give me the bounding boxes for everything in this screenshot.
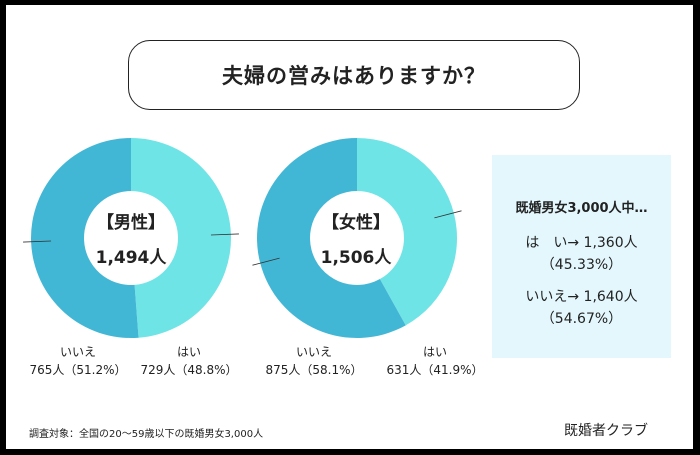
female-yes-label: はい 631人（41.9%） (380, 343, 490, 379)
donut-charts (23, 138, 462, 338)
female-title: 【女性】 (322, 213, 390, 233)
male-no-value: 765人（51.2%） (29, 363, 127, 377)
infographic: 夫婦の営みはありますか？ 【男性】 1,494人 【女性】 1,506人 いいえ… (6, 5, 693, 449)
female-yes-name: はい (422, 345, 447, 359)
male-no-label: いいえ 765人（51.2%） (23, 343, 133, 379)
male-yes-value: 729人（48.8%） (140, 363, 238, 377)
male-total: 1,494人 (95, 248, 167, 268)
summary-yes: は い→ 1,360人 (525, 235, 638, 251)
male-center-label: 【男性】 1,494人 (71, 208, 191, 268)
page-title: 夫婦の営みはありますか？ (128, 40, 580, 110)
summary-box: 既婚男女3,000人中… は い→ 1,360人 （45.33%） いいえ→ 1… (492, 155, 671, 358)
male-no-name: いいえ (59, 345, 96, 359)
survey-footnote: 調査対象：全国の20〜59歳以下の既婚男女3,000人 (29, 429, 264, 440)
summary-heading: 既婚男女3,000人中… (515, 201, 648, 216)
female-center-label: 【女性】 1,506人 (296, 208, 416, 268)
male-slice-yes (131, 138, 231, 338)
male-leader-line-yes (210, 233, 239, 236)
female-leader-line-yes (434, 210, 462, 219)
summary-yes-pct: （45.33%） (540, 257, 623, 273)
male-leader-line-no (23, 240, 52, 243)
female-total: 1,506人 (320, 248, 392, 268)
female-no-label: いいえ 875人（58.1%） (259, 343, 369, 379)
female-no-value: 875人（58.1%） (265, 363, 363, 377)
summary-no: いいえ→ 1,640人 (525, 289, 638, 305)
male-slice-no (30, 138, 139, 338)
brand-name: 既婚者クラブ (564, 423, 648, 439)
male-yes-name: はい (176, 345, 201, 359)
male-yes-label: はい 729人（48.8%） (134, 343, 244, 379)
female-leader-line-no (252, 257, 280, 266)
female-slice-yes (357, 138, 457, 326)
female-yes-value: 631人（41.9%） (386, 363, 484, 377)
female-no-name: いいえ (295, 345, 332, 359)
summary-no-pct: （54.67%） (540, 311, 623, 327)
male-title: 【男性】 (97, 213, 165, 233)
female-slice-no (256, 138, 406, 338)
